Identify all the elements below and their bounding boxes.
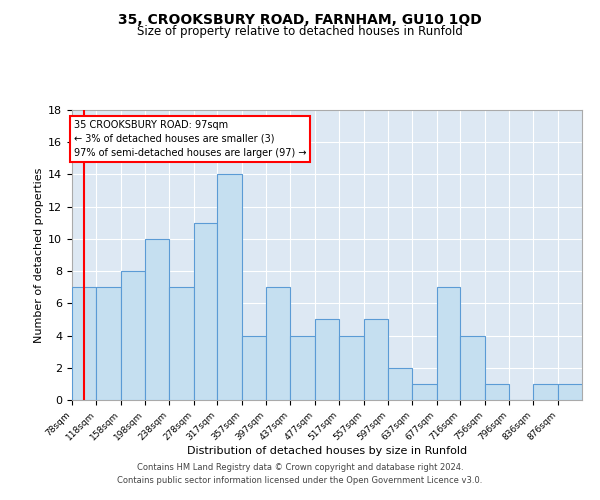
Text: Contains HM Land Registry data © Crown copyright and database right 2024.: Contains HM Land Registry data © Crown c… [137,464,463,472]
Bar [557,384,582,400]
Text: 35 CROOKSBURY ROAD: 97sqm
← 3% of detached houses are smaller (3)
97% of semi-de: 35 CROOKSBURY ROAD: 97sqm ← 3% of detach… [74,120,307,158]
Bar [485,384,509,400]
Bar [194,223,217,400]
Bar [145,239,169,400]
Bar [121,271,145,400]
Bar [388,368,412,400]
Text: Contains public sector information licensed under the Open Government Licence v3: Contains public sector information licen… [118,476,482,485]
Bar [339,336,364,400]
Bar [290,336,315,400]
Bar [437,287,460,400]
Bar [460,336,485,400]
Bar [72,287,97,400]
X-axis label: Distribution of detached houses by size in Runfold: Distribution of detached houses by size … [187,446,467,456]
Bar [242,336,266,400]
Bar [412,384,437,400]
Bar [533,384,557,400]
Bar [97,287,121,400]
Bar [169,287,194,400]
Text: Size of property relative to detached houses in Runfold: Size of property relative to detached ho… [137,25,463,38]
Bar [364,320,388,400]
Bar [315,320,339,400]
Text: 35, CROOKSBURY ROAD, FARNHAM, GU10 1QD: 35, CROOKSBURY ROAD, FARNHAM, GU10 1QD [118,12,482,26]
Bar [217,174,242,400]
Bar [266,287,290,400]
Y-axis label: Number of detached properties: Number of detached properties [34,168,44,342]
